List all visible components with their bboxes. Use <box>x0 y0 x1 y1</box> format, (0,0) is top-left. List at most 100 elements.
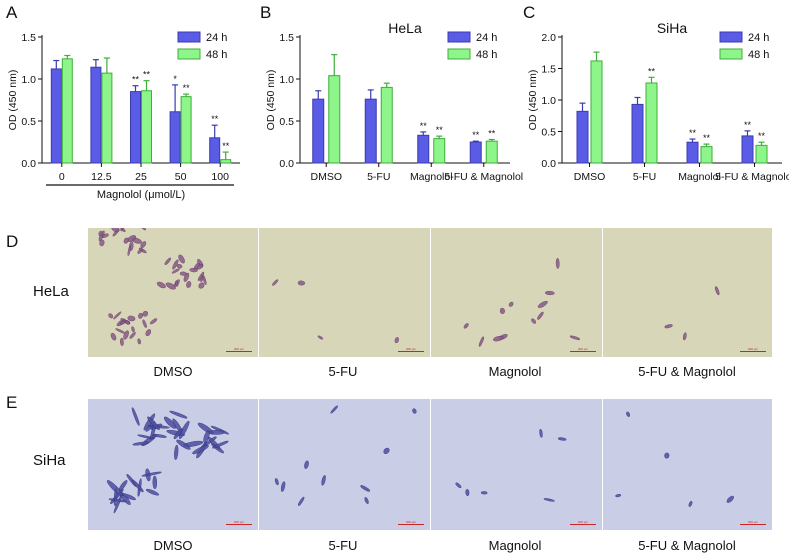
stained-cell <box>192 445 209 455</box>
chart-c-sig-label: ** <box>703 133 711 143</box>
stained-cell <box>212 440 229 449</box>
chart-a-sig-label: * <box>173 74 177 84</box>
caption-d-combo: 5-FU & Magnolol <box>638 364 736 379</box>
stained-cell <box>105 228 111 229</box>
stained-cell <box>164 257 172 265</box>
chart-b-xtick-label: Magnolol <box>410 171 453 183</box>
chart-a-xlabel: Magnolol (μmol/L) <box>97 189 185 201</box>
chart-b-ytick-label: 0.5 <box>279 116 294 128</box>
stained-cell <box>138 312 143 319</box>
stained-cell <box>480 491 488 495</box>
chart-c-bar <box>631 103 644 164</box>
chart-b: HeLa 0.0 0.5 1.0 1.5 OD (450 nm) DMSO 5-FU ** ** M… <box>265 20 523 183</box>
micrograph-cells <box>106 407 229 514</box>
stained-cell <box>493 335 504 342</box>
chart-c-bar <box>741 135 754 164</box>
stained-cell <box>127 244 132 256</box>
chart-c-xtick-label: Magnolol <box>678 171 721 183</box>
micrograph-cells <box>463 258 581 347</box>
chart-a-bar <box>141 90 152 164</box>
stained-cell <box>101 233 109 238</box>
stained-cell <box>208 430 225 435</box>
chart-c-ytick-label: 2.0 <box>541 32 556 44</box>
chart-a-ylabel: OD (450 nm) <box>7 70 19 131</box>
stained-cell <box>539 428 543 438</box>
stained-cell <box>131 407 140 426</box>
caption-e-dmso: DMSO <box>153 538 193 553</box>
caption-d-magnolol: Magnolol <box>488 364 542 379</box>
stained-cell <box>99 239 105 247</box>
chart-b-bar <box>364 98 377 164</box>
chart-a-bar <box>90 66 102 164</box>
stained-cell <box>131 479 144 493</box>
stained-cell <box>272 279 279 286</box>
chart-c-bar <box>576 110 589 164</box>
stained-cell <box>360 485 371 492</box>
chart-b-legend-swatch <box>447 31 471 43</box>
stained-cell <box>478 336 484 347</box>
stained-cell <box>317 335 324 340</box>
stained-cell <box>203 430 210 444</box>
chart-c-legend-label: 24 h <box>748 32 769 44</box>
stained-cell <box>499 307 505 314</box>
chart-a-sig-label: ** <box>222 141 230 151</box>
stained-cell <box>626 411 631 417</box>
caption-e-5fu: 5-FU <box>328 538 358 553</box>
chart-b-bar <box>328 75 341 164</box>
chart-b-legend-label: 48 h <box>476 49 497 61</box>
chart-a-bar <box>61 58 73 164</box>
panel-label-a: A <box>6 3 18 22</box>
chart-b-xtick-label: 5-FU <box>367 171 390 183</box>
micrograph-cells <box>272 279 399 344</box>
chart-a-ytick-label: 0.5 <box>21 116 36 128</box>
caption-e-magnolol: Magnolol <box>488 538 542 553</box>
stained-cell <box>175 280 179 287</box>
chart-c-ylabel: OD (450 nm) <box>527 70 539 131</box>
stained-cell <box>120 318 127 322</box>
chart-a-ytick-label: 1.0 <box>21 74 36 86</box>
stained-cell <box>664 452 670 459</box>
stained-cell <box>615 494 622 498</box>
micrograph-cells <box>274 405 417 506</box>
chart-c-xtick-label: 5-FU & Magnolol <box>715 171 789 183</box>
stained-cell <box>688 501 693 507</box>
chart-c-title: SiHa <box>657 20 688 36</box>
chart-b-bar <box>433 138 446 164</box>
stained-cell <box>141 471 162 477</box>
scale-bar: 200 μm <box>226 520 252 525</box>
chart-a-xtick-label: 12.5 <box>91 171 112 183</box>
chart-b-sig-label: ** <box>488 128 496 138</box>
stained-cell <box>537 311 544 320</box>
stained-cell <box>183 272 190 282</box>
chart-c-bar <box>590 60 603 164</box>
stained-cell <box>198 282 205 289</box>
stained-cell <box>120 228 126 232</box>
stained-cell <box>465 488 470 497</box>
micrograph-cells <box>615 411 734 507</box>
stained-cell <box>463 323 469 329</box>
stained-cell <box>531 318 537 324</box>
chart-b-xtick-label: DMSO <box>311 171 343 183</box>
chart-c-legend-label: 48 h <box>748 49 769 61</box>
chart-a-xtick-label: 100 <box>211 171 229 183</box>
stained-cell <box>98 230 103 237</box>
chart-c: SiHa 0.0 0.5 1.0 1.5 2.0 OD (450 nm) DMSO ** 5-FU… <box>527 20 789 183</box>
chart-c-sig-label: ** <box>758 131 766 141</box>
stained-cell <box>163 416 177 429</box>
stained-cell <box>394 337 399 344</box>
stained-cell <box>123 237 129 244</box>
chart-b-sig-label: ** <box>436 125 444 135</box>
chart-a-ytick-label: 1.5 <box>21 32 36 44</box>
micrograph-hela-2: 200 μm <box>431 228 602 357</box>
micrograph-cells <box>98 228 207 346</box>
chart-a-ytick-label: 0.0 <box>21 158 36 170</box>
panel-label-d: D <box>6 232 19 251</box>
panel-label-b: B <box>260 3 272 22</box>
micrograph-hela-3: 200 μm <box>603 228 772 357</box>
micrograph-siha-0: 200 μm <box>88 399 258 530</box>
chart-a-bar <box>180 96 192 164</box>
chart-a-bar <box>101 72 113 164</box>
chart-a-xtick-label: 0 <box>59 171 65 183</box>
chart-b-bar <box>469 141 482 164</box>
chart-b-sig-label: ** <box>420 121 428 131</box>
